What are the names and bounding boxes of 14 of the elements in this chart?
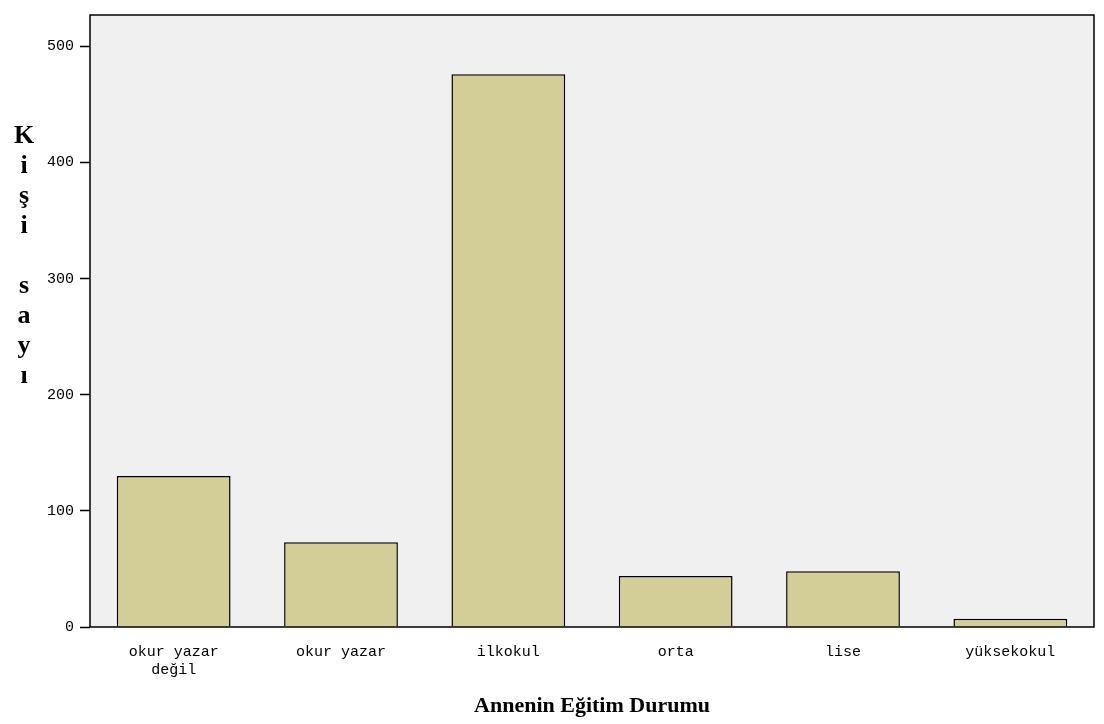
y-axis-title: Kişi sayı [13,119,35,389]
y-tick-label: 300 [46,270,74,288]
y-tick-label: 100 [46,502,74,520]
y-tick-label: 500 [46,38,74,56]
x-tick-label: ilkokul [476,643,540,661]
y-tick-label: 200 [46,386,74,404]
x-tick-label: yüksekokul [965,643,1056,661]
x-tick-label: lise [824,643,862,661]
x-tick-label: orta [657,643,694,661]
x-tick-label: okur yazar değil [128,643,219,679]
x-axis-title: Annenin Eğitim Durumu [474,692,710,718]
x-tick-label: okur yazar [295,643,387,661]
y-tick-label: 0 [64,618,74,636]
y-tick-label: 400 [46,154,74,172]
